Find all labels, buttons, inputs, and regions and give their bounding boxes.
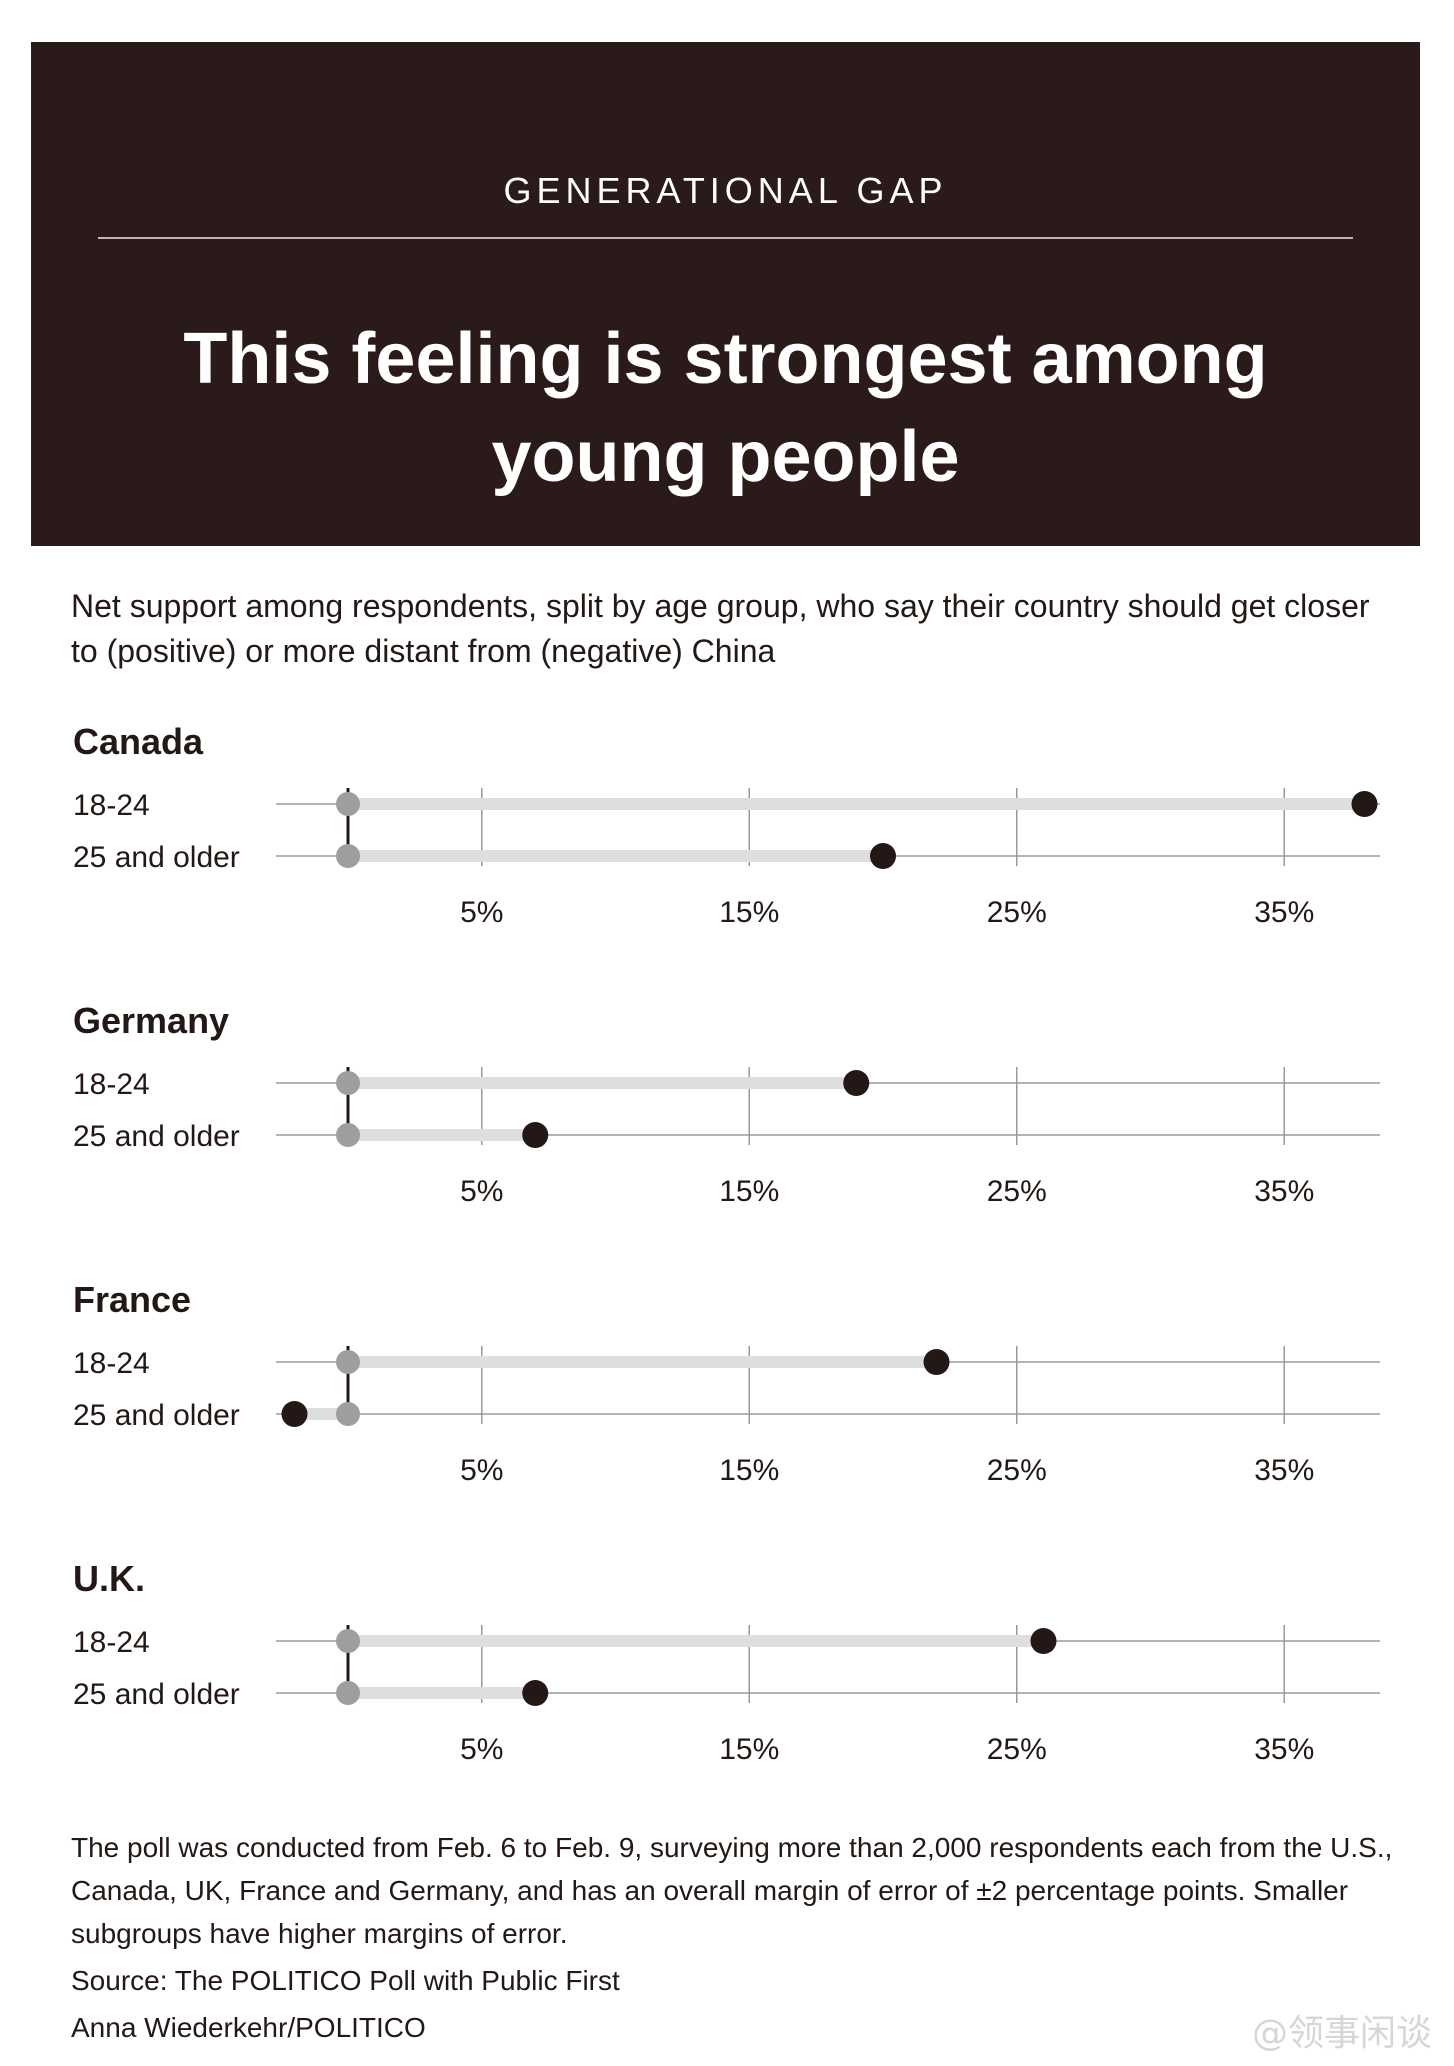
tick-label: 25% [987, 1454, 1047, 1487]
page-title: This feeling is strongest among young pe… [183, 319, 1268, 497]
value-dot [281, 1401, 308, 1427]
baseline-dot [336, 792, 360, 816]
row-label: 18-24 [73, 1347, 150, 1380]
value-dot [923, 1349, 950, 1375]
value-bar [348, 850, 883, 862]
tick-label: 35% [1254, 896, 1314, 929]
value-bar [348, 1129, 536, 1141]
chart-panel: U.K. 18-24 25 and older 5% 15% 25% 35% [73, 1558, 1380, 1766]
tick-label: 15% [719, 1454, 779, 1487]
watermark: @领事闲谈 [1251, 2013, 1432, 2054]
row-label: 18-24 [73, 1626, 150, 1659]
tick-label: 35% [1254, 1454, 1314, 1487]
baseline-dot [336, 1402, 360, 1426]
value-bar [348, 1356, 937, 1368]
chart-panel: Germany 18-24 25 and older 5% 15% 25% 35% [73, 1000, 1380, 1208]
row-label: 18-24 [73, 789, 150, 822]
tick-label: 35% [1254, 1733, 1314, 1766]
baseline-dot [336, 1071, 360, 1095]
value-bar [348, 1687, 536, 1699]
tick-label: 5% [460, 1454, 503, 1487]
panel-title: France [73, 1279, 191, 1320]
header-banner: GENERATIONAL GAP This feeling is stronge… [31, 42, 1420, 546]
methodology-note: The poll was conducted from Feb. 6 to Fe… [71, 1832, 1393, 1949]
header-divider [98, 237, 1353, 239]
tick-label: 5% [460, 896, 503, 929]
value-dot [522, 1122, 549, 1148]
row-label: 25 and older [73, 1678, 240, 1711]
tick-label: 35% [1254, 1175, 1314, 1208]
credit-note: Anna Wiederkehr/POLITICO [71, 2012, 426, 2043]
chart-panel: France 18-24 25 and older 5% 15% 25% 35% [73, 1279, 1380, 1487]
tick-label: 15% [719, 1175, 779, 1208]
value-dot [870, 843, 896, 869]
tick-label: 25% [987, 896, 1047, 929]
value-dot [1030, 1628, 1057, 1654]
tick-label: 5% [460, 1175, 503, 1208]
tick-label: 25% [987, 1733, 1047, 1766]
tick-label: 25% [987, 1175, 1047, 1208]
value-dot [1351, 791, 1378, 817]
panel-title: Canada [73, 721, 204, 762]
baseline-dot [336, 844, 360, 868]
row-label: 18-24 [73, 1068, 150, 1101]
panel-title: U.K. [73, 1558, 145, 1599]
value-bar [348, 1635, 1044, 1647]
row-label: 25 and older [73, 1399, 240, 1432]
baseline-dot [336, 1629, 360, 1653]
value-dot [522, 1680, 549, 1706]
chart-notes: The poll was conducted from Feb. 6 to Fe… [71, 1826, 1401, 2049]
tick-label: 15% [719, 896, 779, 929]
baseline-dot [336, 1123, 360, 1147]
baseline-dot [336, 1350, 360, 1374]
chart-subtitle: Net support among respondents, split by … [71, 588, 1370, 669]
value-bar [348, 798, 1365, 810]
tick-label: 5% [460, 1733, 503, 1766]
row-label: 25 and older [73, 1120, 240, 1153]
value-bar [294, 1408, 348, 1420]
kicker: GENERATIONAL GAP [503, 170, 948, 211]
tick-label: 15% [719, 1733, 779, 1766]
baseline-dot [336, 1681, 360, 1705]
panel-title: Germany [73, 1000, 229, 1041]
chart-panel: Canada 18-24 25 and older 5% 15% 25% 35% [73, 721, 1380, 929]
value-bar [348, 1077, 857, 1089]
source-note: Source: The POLITICO Poll with Public Fi… [71, 1965, 620, 1996]
row-label: 25 and older [73, 841, 240, 874]
value-dot [843, 1070, 870, 1096]
